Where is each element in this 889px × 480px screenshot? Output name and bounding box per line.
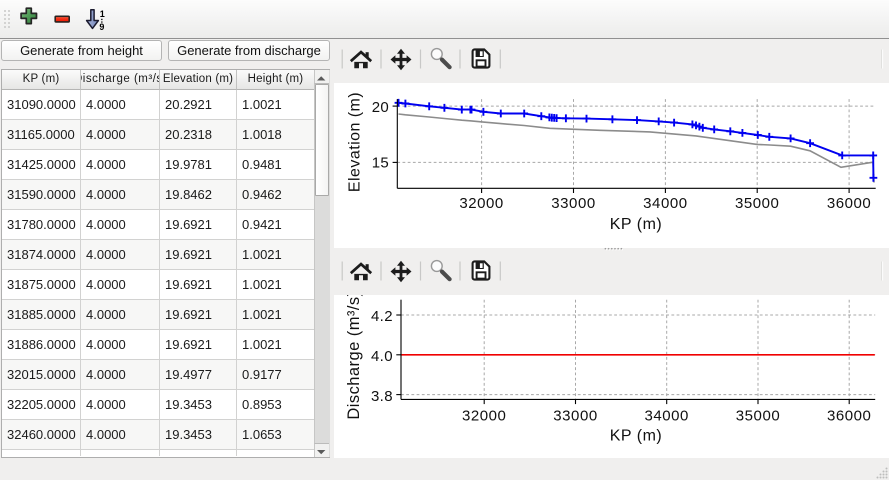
svg-text:35000: 35000	[736, 407, 780, 424]
svg-text:32000: 32000	[459, 195, 503, 212]
svg-text:33000: 33000	[551, 195, 595, 212]
svg-text:35000: 35000	[735, 195, 779, 212]
svg-text:32000: 32000	[462, 407, 506, 424]
svg-text:KP (m): KP (m)	[610, 216, 662, 233]
svg-text:20: 20	[372, 99, 390, 116]
svg-text:33000: 33000	[553, 407, 597, 424]
svg-text:36000: 36000	[827, 195, 871, 212]
svg-text:Discharge (m³/s): Discharge (m³/s)	[345, 295, 363, 420]
svg-text:3.8: 3.8	[371, 388, 393, 405]
svg-text:KP (m): KP (m)	[610, 428, 662, 445]
svg-text:34000: 34000	[643, 195, 687, 212]
svg-text:4.2: 4.2	[371, 308, 393, 325]
svg-text:Elevation (m): Elevation (m)	[347, 92, 364, 192]
svg-text:36000: 36000	[827, 407, 871, 424]
svg-text:15: 15	[372, 155, 390, 172]
svg-text:9: 9	[99, 22, 104, 32]
svg-text:1: 1	[100, 9, 105, 19]
svg-text:4.0: 4.0	[371, 348, 393, 365]
svg-text:34000: 34000	[644, 407, 688, 424]
